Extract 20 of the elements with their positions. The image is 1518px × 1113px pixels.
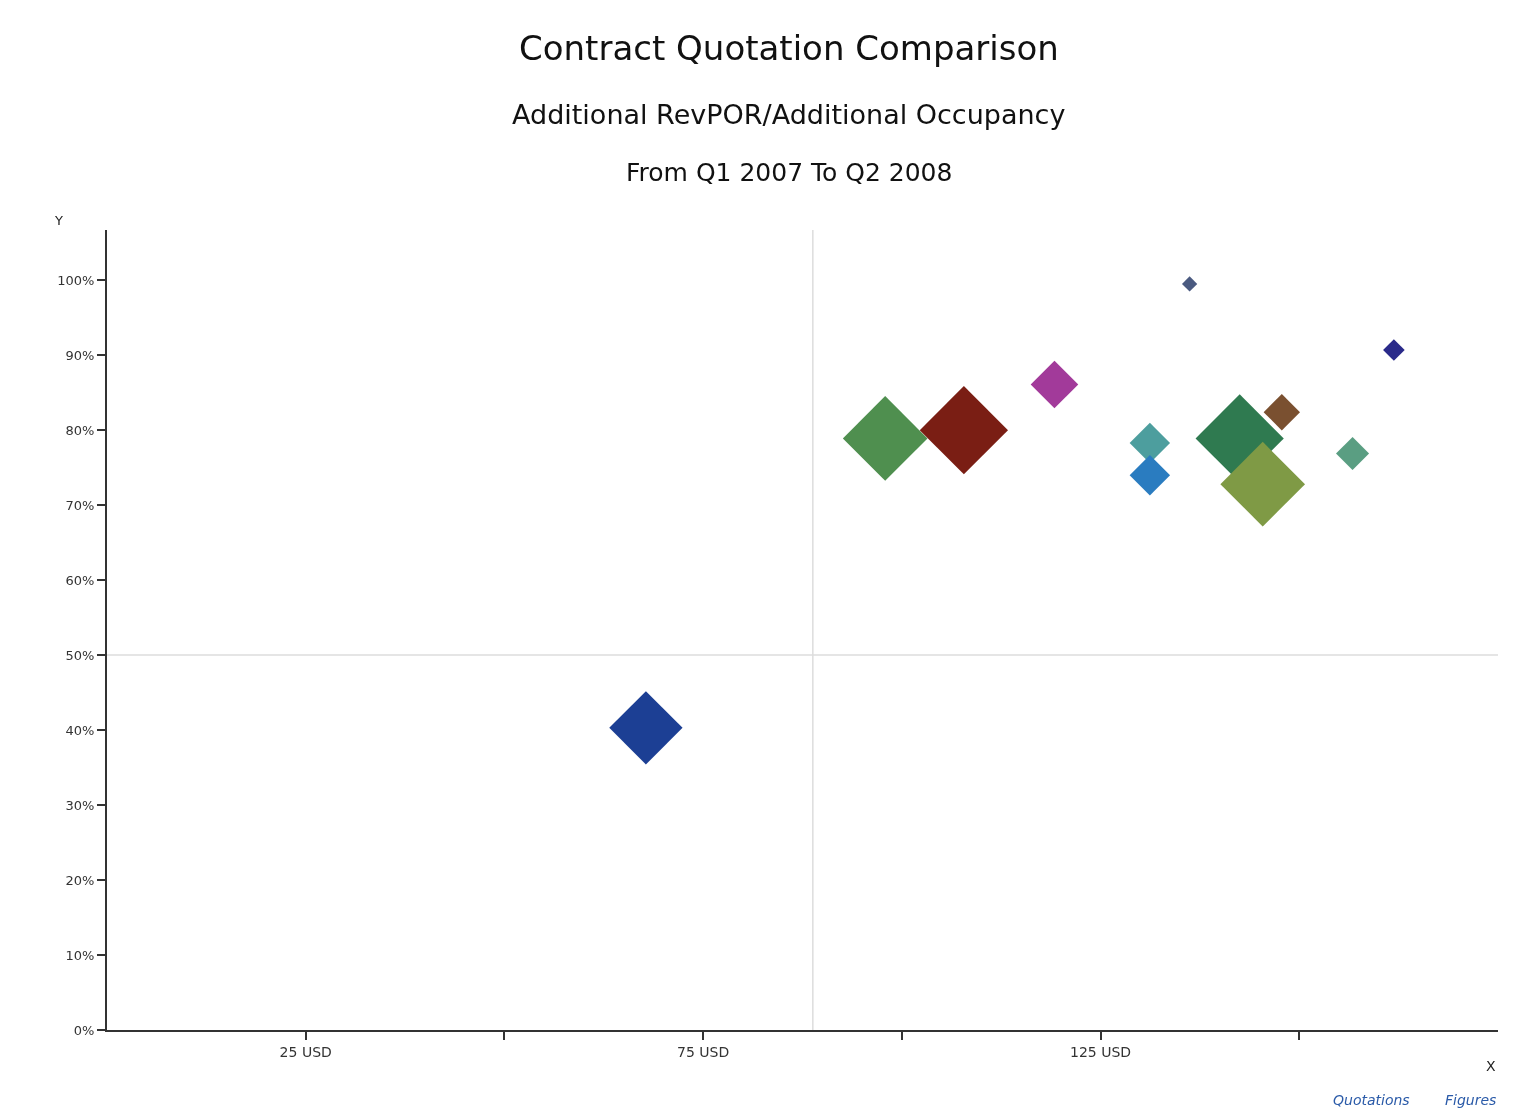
y-tick-label: 60% — [65, 572, 95, 588]
y-tick-label: 50% — [65, 647, 95, 663]
y-tick-label: 70% — [65, 497, 95, 513]
x-tick-label: 25 USD — [279, 1043, 332, 1060]
text: Quotations — [1333, 1092, 1410, 1108]
y-tick-label: 40% — [65, 722, 95, 738]
y-axis-title: Y — [54, 213, 63, 228]
y-tick-label: 30% — [65, 797, 95, 813]
y-tick-label: 80% — [65, 422, 95, 438]
text: Figures — [1445, 1092, 1497, 1108]
x-axis-title: X — [1486, 1058, 1496, 1074]
y-tick-label: 10% — [65, 947, 95, 963]
y-tick-label: 0% — [73, 1022, 95, 1038]
y-tick-label: 90% — [65, 347, 95, 363]
x-tick-label: 75 USD — [677, 1043, 730, 1060]
y-tick-label: 100% — [57, 272, 95, 288]
chart-subtitle: Additional RevPOR/Additional Occupancy From Q1 2007 To Q2 2008 — [512, 99, 1066, 187]
x-tick-label: 125 USD — [1070, 1043, 1132, 1060]
chart-title: Contract Quotation Comparison — [519, 28, 1059, 68]
y-tick-label: 20% — [65, 872, 95, 888]
